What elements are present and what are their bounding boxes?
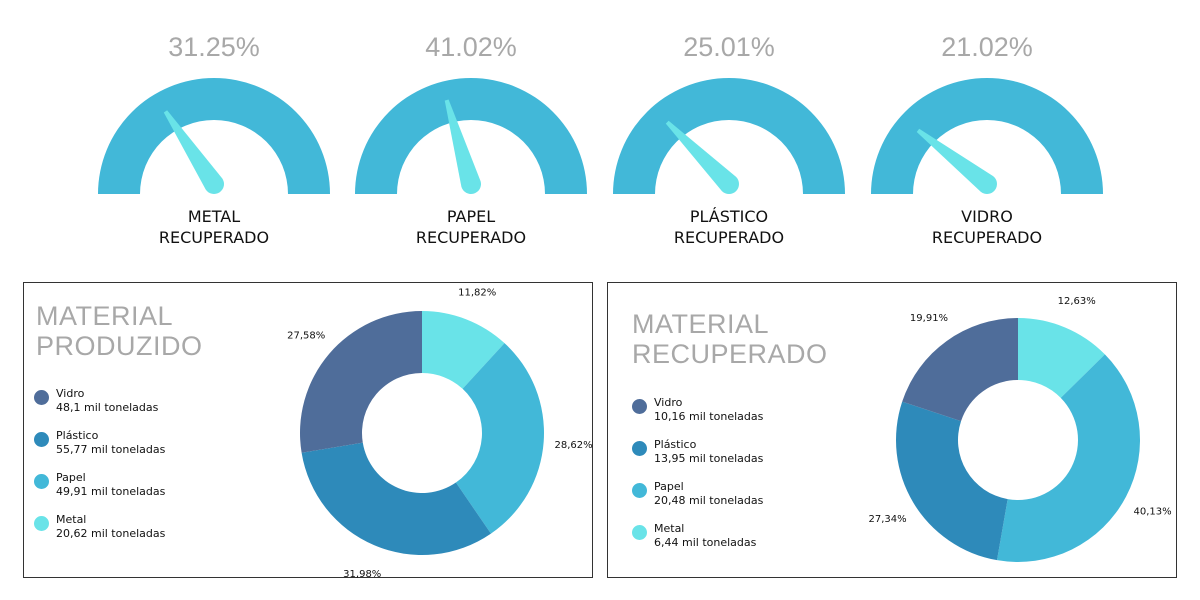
legend-item-plastico: Plástico 13,95 mil toneladas <box>632 438 763 480</box>
legend-item-papel: Papel 49,91 mil toneladas <box>34 471 165 513</box>
legend-dot-vidro <box>632 399 647 414</box>
gauge-vidro: 21.02% VIDRO RECUPERADO <box>857 0 1117 260</box>
donut-percent-label: 27,34% <box>868 514 906 525</box>
donut-percent-label: 40,13% <box>1134 507 1172 518</box>
gauge-dial <box>355 78 587 194</box>
panel-title: MATERIAL PRODUZIDO <box>36 301 203 361</box>
legend-name: Papel <box>56 471 86 484</box>
gauge-label-line1: VIDRO <box>961 207 1013 226</box>
donut-percent-label: 31,98% <box>343 569 381 580</box>
gauge-dial <box>871 78 1103 195</box>
gauge-label-line2: RECUPERADO <box>931 228 1043 247</box>
legend-amount: 20,48 mil toneladas <box>654 494 764 507</box>
donut-slice-papel <box>996 354 1140 562</box>
gauge-needle <box>163 110 225 195</box>
gauge-label: PAPEL RECUPERADO <box>341 206 601 248</box>
gauge-label-line2: RECUPERADO <box>158 228 270 247</box>
donut-percent-label: 27,58% <box>287 331 325 342</box>
donut-percent-label: 28,62% <box>555 440 593 451</box>
legend-name: Vidro <box>56 387 85 400</box>
gauge-label-line1: PLÁSTICO <box>689 207 769 226</box>
gauge-arc <box>871 78 1103 194</box>
legend-dot-metal <box>632 525 647 540</box>
panel-material-recuperado: MATERIAL RECUPERADO Vidro 10,16 mil tone… <box>607 282 1177 578</box>
gauge-dial <box>98 78 330 195</box>
gauge-value: 41.02% <box>425 32 517 62</box>
legend-dot-plastico <box>34 432 49 447</box>
gauge-arc <box>98 78 330 194</box>
legend-amount: 49,91 mil toneladas <box>56 485 166 498</box>
gauge-dial <box>613 78 845 195</box>
gauge-needle <box>916 128 997 195</box>
legend-amount: 20,62 mil toneladas <box>56 527 166 540</box>
gauge-label: PLÁSTICO RECUPERADO <box>599 206 859 248</box>
legend-item-papel: Papel 20,48 mil toneladas <box>632 480 763 522</box>
legend-amount: 48,1 mil toneladas <box>56 401 159 414</box>
legend-dot-papel <box>34 474 49 489</box>
legend-item-plastico: Plástico 55,77 mil toneladas <box>34 429 165 471</box>
legend-item-vidro: Vidro 10,16 mil toneladas <box>632 396 763 438</box>
legend-name: Vidro <box>654 396 683 409</box>
donut-percent-label: 11,82% <box>458 287 496 298</box>
legend-dot-vidro <box>34 390 49 405</box>
legend-name: Plástico <box>654 438 697 451</box>
donut-chart-produzido: 11,82% 28,62% 31,98% 27,58% <box>287 287 593 580</box>
gauge-needle <box>444 99 481 194</box>
donut-slice-vidro <box>902 318 1018 422</box>
donut-percent-label: 19,91% <box>910 313 948 324</box>
legend-amount: 13,95 mil toneladas <box>654 452 764 465</box>
donut-percent-label: 12,63% <box>1058 296 1096 307</box>
donut-slice-vidro <box>300 311 422 453</box>
gauge-label: VIDRO RECUPERADO <box>857 206 1117 248</box>
gauge-label-line1: PAPEL <box>446 207 496 226</box>
gauge-value: 21.02% <box>941 32 1033 62</box>
panel-title: MATERIAL RECUPERADO <box>632 309 828 369</box>
gauge-arc <box>355 78 587 194</box>
gauge-metal: 31.25% METAL RECUPERADO <box>84 0 344 260</box>
gauge-label-line2: RECUPERADO <box>673 228 785 247</box>
legend-amount: 6,44 mil toneladas <box>654 536 757 549</box>
donut-slice-papel <box>455 343 544 534</box>
legend-name: Metal <box>56 513 87 526</box>
legend-amount: 10,16 mil toneladas <box>654 410 764 423</box>
gauge-label-line1: METAL <box>187 207 241 226</box>
panel-material-produzido: MATERIAL PRODUZIDO Vidro 48,1 mil tonela… <box>23 282 593 580</box>
legend-name: Metal <box>654 522 685 535</box>
legend-name: Papel <box>654 480 684 493</box>
gauge-plastico: 25.01% PLÁSTICO RECUPERADO <box>599 0 859 260</box>
legend-dot-metal <box>34 516 49 531</box>
donut-chart-recuperado: 12,63% 40,13% 27,34% 19,91% <box>868 296 1172 562</box>
legend-dot-plastico <box>632 441 647 456</box>
legend: Vidro 10,16 mil toneladas Plástico 13,95… <box>632 396 763 564</box>
donut-slice-plastico <box>301 442 491 555</box>
legend: Vidro 48,1 mil toneladas Plástico 55,77 … <box>34 387 165 555</box>
legend-amount: 55,77 mil toneladas <box>56 443 166 456</box>
gauge-papel: 41.02% PAPEL RECUPERADO <box>341 0 601 260</box>
donut-slice-metal <box>1018 318 1105 398</box>
donut-slice-plastico <box>896 401 1008 561</box>
legend-name: Plástico <box>56 429 99 442</box>
gauge-value: 25.01% <box>683 32 775 62</box>
legend-dot-papel <box>632 483 647 498</box>
gauge-label: METAL RECUPERADO <box>84 206 344 248</box>
gauge-label-line2: RECUPERADO <box>415 228 527 247</box>
legend-item-metal: Metal 20,62 mil toneladas <box>34 513 165 555</box>
gauge-value: 31.25% <box>168 32 260 62</box>
gauge-needle <box>665 120 740 195</box>
legend-item-vidro: Vidro 48,1 mil toneladas <box>34 387 165 429</box>
gauge-arc <box>613 78 845 194</box>
donut-slice-metal <box>422 311 505 389</box>
legend-item-metal: Metal 6,44 mil toneladas <box>632 522 763 564</box>
